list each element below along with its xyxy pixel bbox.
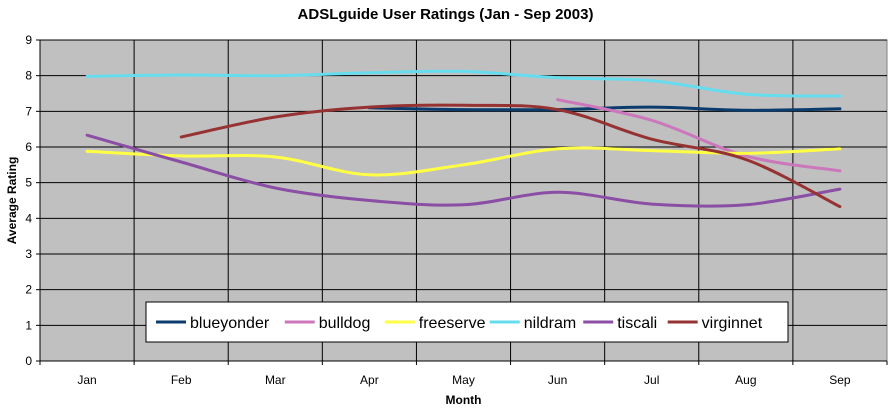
- x-tick-label: Aug: [735, 373, 756, 387]
- x-tick-label: Jun: [548, 373, 567, 387]
- legend: blueyonder bulldog freeserve nildram tiscali…: [145, 301, 789, 343]
- y-tick-label: 2: [25, 283, 32, 297]
- y-tick-label: 0: [25, 354, 32, 368]
- y-axis-label: Average Rating: [5, 157, 19, 245]
- series-line-nildram: [85, 69, 842, 98]
- x-tick-label: Feb: [171, 373, 192, 387]
- y-tick-label: 9: [25, 33, 32, 47]
- legend-label-bulldog: bulldog: [319, 315, 371, 332]
- y-tick-label: 1: [25, 318, 32, 332]
- x-tick-label: Mar: [265, 373, 286, 387]
- y-tick-label: 8: [25, 69, 32, 83]
- y-tick-label: 6: [25, 140, 32, 154]
- y-tick-label: 3: [25, 247, 32, 261]
- y-tick-label: 4: [25, 211, 32, 225]
- series-line-virginnet: [179, 103, 842, 209]
- x-tick-label: Apr: [360, 373, 379, 387]
- x-axis-ticks: Jan Feb Mar Apr May Jun Jul Aug Sep: [39, 361, 888, 387]
- legend-label-virginnet: virginnet: [702, 315, 763, 332]
- legend-label-freeserve: freeserve: [419, 315, 486, 332]
- series-line-bulldog: [556, 98, 842, 173]
- chart-title: ADSLguide User Ratings (Jan - Sep 2003): [297, 6, 594, 23]
- y-tick-label: 7: [25, 104, 32, 118]
- y-tick-label: 5: [25, 176, 32, 190]
- legend-label-blueyonder: blueyonder: [190, 315, 270, 332]
- x-tick-label: May: [452, 373, 475, 387]
- series-line-tiscali: [85, 133, 842, 208]
- legend-label-nildram: nildram: [524, 315, 576, 332]
- x-axis-label: Month: [446, 393, 482, 407]
- series-lines: [85, 69, 842, 209]
- x-tick-label: Sep: [829, 373, 851, 387]
- x-tick-label: Jul: [644, 373, 659, 387]
- legend-label-tiscali: tiscali: [617, 315, 657, 332]
- x-tick-label: Jan: [77, 373, 96, 387]
- y-axis-ticks: 0 1 2 3 4 5 6 7 8 9: [25, 33, 40, 368]
